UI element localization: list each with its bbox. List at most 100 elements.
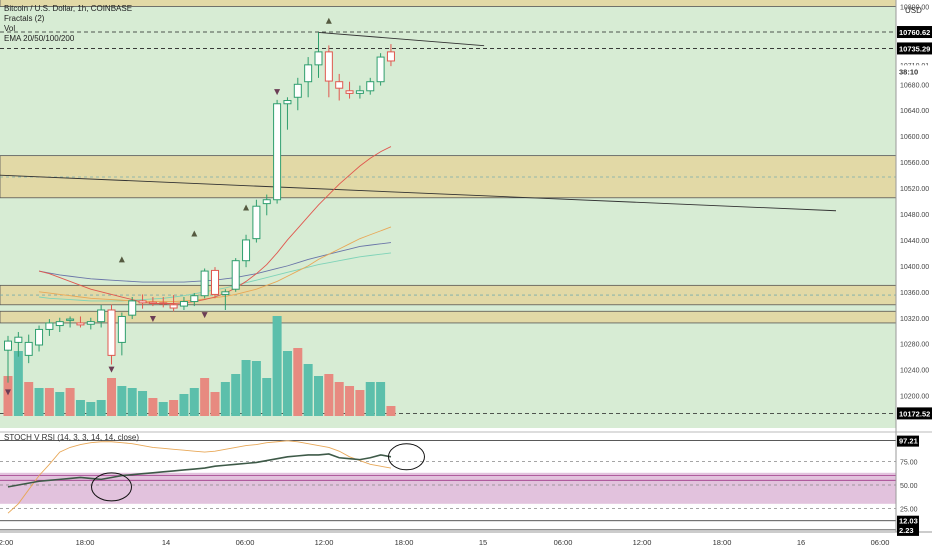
- fractal-up-marker: [243, 204, 250, 211]
- candle-body: [293, 83, 302, 98]
- price-badge: [897, 65, 932, 78]
- price-badge-label: 10172.52: [899, 409, 930, 418]
- price-tick-label: 10480.00: [900, 212, 929, 219]
- legend-vol[interactable]: Vol: [4, 24, 16, 33]
- main-pane-background: [0, 0, 896, 428]
- stoch-badge-label: 97.21: [899, 437, 918, 446]
- volume-bar: [241, 360, 251, 416]
- stoch-badge: [897, 435, 919, 447]
- volume-bar: [376, 382, 386, 416]
- candle-body: [376, 56, 385, 83]
- stoch-tick-label: 25.00: [900, 507, 918, 514]
- price-tick-label: 10400.00: [900, 264, 929, 271]
- price-tick-label: 10440.00: [900, 238, 929, 245]
- time-tick-label: 14: [162, 538, 170, 547]
- candle-body: [324, 51, 333, 82]
- candle-body: [211, 269, 219, 295]
- drawn-ellipse: [387, 443, 425, 471]
- volume-bar: [200, 378, 210, 416]
- candle-body: [231, 260, 240, 290]
- candle-body: [138, 300, 147, 304]
- volume-bar: [179, 394, 189, 416]
- candle-body: [86, 321, 95, 325]
- price-tick-label: 10680.00: [900, 82, 929, 89]
- candle-body: [45, 322, 54, 330]
- stoch-badge-label: 12.03: [899, 517, 918, 526]
- candle-body: [335, 81, 344, 89]
- volume-bar: [365, 382, 375, 416]
- price-badge-label: 38:10: [899, 67, 918, 76]
- volume-bar: [334, 382, 344, 416]
- time-tick-label: 18:00: [713, 538, 732, 547]
- candle-body: [273, 103, 282, 201]
- legend-ema[interactable]: EMA 20/50/100/200: [4, 34, 75, 43]
- fractal-down-marker: [5, 389, 11, 396]
- volume-bar: [220, 382, 230, 416]
- zone-rect: [0, 0, 897, 7]
- price-tick-label: 10320.00: [900, 316, 929, 323]
- volume-bar: [127, 388, 137, 416]
- fractal-down-marker: [108, 366, 115, 373]
- time-tick-label: 12:00: [315, 538, 334, 547]
- volume-bar: [34, 388, 44, 416]
- candle-body: [35, 328, 44, 346]
- fractal-up-marker: [191, 230, 198, 237]
- price-tick-label: 10800.00: [900, 4, 929, 11]
- volume-bar: [158, 402, 168, 416]
- trendline-long: [0, 174, 837, 212]
- volume-bar: [86, 402, 96, 416]
- volume-bar: [117, 386, 127, 416]
- legend-title[interactable]: Bitcoin / U.S. Dollar, 1h, COINBASE: [4, 4, 133, 13]
- time-tick-label: 06:00: [554, 538, 573, 547]
- candle-body: [97, 309, 106, 323]
- currency-label: USD: [905, 6, 922, 15]
- time-tick-label: 15: [479, 538, 487, 547]
- volume-bar: [251, 361, 261, 416]
- fractal-down-marker: [274, 89, 281, 96]
- price-badge: [897, 42, 932, 55]
- stoch-legend[interactable]: STOCH V RSI (14, 3, 3, 14, 14, close): [4, 433, 140, 442]
- price-tick-label: 10600.00: [900, 134, 929, 141]
- stoch-k-line: [7, 453, 392, 488]
- volume-bar: [189, 388, 199, 416]
- candle-body: [169, 304, 178, 309]
- fractal-down-marker: [201, 312, 208, 319]
- volume-bar: [55, 392, 65, 416]
- time-tick-label: 06:00: [871, 538, 890, 547]
- candle-body: [252, 205, 261, 240]
- candle-body: [386, 51, 395, 62]
- candle-body: [355, 90, 364, 94]
- drawn-ellipse: [91, 472, 132, 502]
- volume-bar: [272, 316, 282, 416]
- stoch-badge: [897, 524, 919, 536]
- price-tick-label: 10280.00: [900, 342, 929, 349]
- volume-bar: [282, 351, 292, 416]
- time-tick-label: 18:00: [395, 538, 414, 547]
- volume-bar: [107, 378, 116, 416]
- volume-bar: [65, 388, 75, 416]
- legend-fractals[interactable]: Fractals (2): [4, 14, 45, 23]
- volume-bar: [13, 351, 23, 416]
- price-tick-label: 10560.00: [900, 160, 929, 167]
- price-tick-label: 10520.00: [900, 186, 929, 193]
- price-badge: [897, 407, 932, 420]
- stoch-d-line: [7, 440, 392, 514]
- time-tick-label: 16: [797, 538, 805, 547]
- volume-bar: [210, 392, 220, 416]
- candle-body: [148, 301, 157, 304]
- candle-body: [107, 309, 116, 356]
- time-tick-label: 06:00: [236, 538, 255, 547]
- stoch-tick-label: 75.00: [900, 460, 918, 467]
- volume-bar: [303, 364, 313, 416]
- volume-bar: [44, 388, 54, 416]
- volume-bar: [24, 382, 34, 416]
- volume-bar: [386, 406, 396, 416]
- time-tick-label: 2:00: [0, 538, 13, 547]
- volume-bar: [169, 400, 179, 416]
- candle-body: [66, 318, 75, 321]
- volume-bar: [3, 376, 13, 416]
- candle-body: [55, 321, 64, 327]
- volume-bar: [262, 378, 272, 416]
